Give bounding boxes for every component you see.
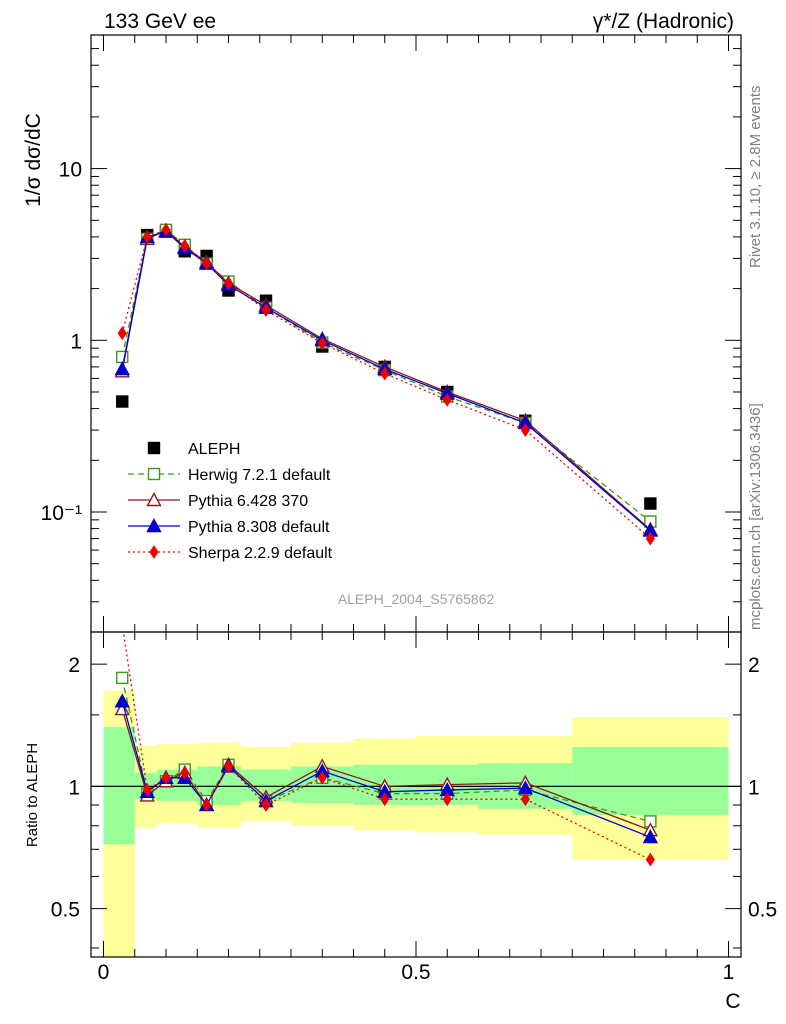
data-point [442,392,452,407]
y-tick-label: 10 [59,159,82,182]
x-axis-label: C [725,990,740,1013]
ratio-point [380,792,390,807]
data-point [645,531,655,546]
legend-entry-3: Pythia 8.308 default [128,518,330,536]
data-point [380,366,390,381]
legend-marker [147,467,161,481]
ratio-series-3 [122,632,655,867]
legend-label: ALEPH [188,441,240,458]
x-tick-label: 0 [98,961,110,984]
legend-entry-2: Pythia 6.428 370 [128,492,308,510]
data-point [520,423,530,437]
legend-label: Pythia 6.428 370 [188,493,308,510]
header-process: γ*/Z (Hadronic) [593,10,734,33]
ratio-y-tick-label-right: 0.5 [748,899,777,922]
ratio-point [114,693,130,708]
legend-entry-0: ALEPH [147,441,240,458]
data-point [116,395,129,408]
ratio-y-tick-label: 2 [68,654,80,677]
x-tick-label: 1 [723,961,735,984]
ratio-point [223,759,234,774]
main-y-axis-label: 1/σ dσ/dC [22,113,45,207]
ratio-point [317,770,327,785]
legend-marker [146,518,162,533]
ratio-y-tick-label: 1 [68,776,80,799]
ratio-y-axis-label: Ratio to ALEPH [24,743,41,847]
uncertainty-band-green [572,747,729,816]
ratio-panel: Ratio to ALEPH 2 2 1 1 0.5 0.5 0 0.5 1 C [24,631,777,1013]
ratio-point [142,783,152,797]
data-point [261,303,271,317]
ratio-point [202,798,212,812]
data-point [644,497,657,510]
series-line [121,230,651,532]
legend-entry-4: Sherpa 2.2.9 default [128,545,333,562]
y-tick-label: 10⁻¹ [41,502,82,525]
ratio-point [520,792,530,807]
series-2 [114,222,659,536]
uncertainty-band-green [103,727,135,845]
series-line [121,229,651,531]
legend-label: Sherpa 2.2.9 default [188,545,333,562]
ratio-point [645,852,655,867]
legend: ALEPH Herwig 7.2.1 default Pythia 6.428 37… [128,441,333,562]
series-4 [117,222,655,546]
data-point [161,222,171,237]
data-point [223,276,234,291]
data-point [117,326,127,341]
ratio-point [642,829,659,844]
rivet-version-label: Rivet 3.1.10, ≥ 2.8M events [747,86,764,269]
ratio-point [161,770,171,785]
y-tick-label: 1 [70,330,82,353]
main-frame [90,34,742,633]
data-point [114,361,130,376]
main-panel: 1/σ dσ/dC 10 1 10⁻¹ ALEPH_2004_S5765862 AL… [22,34,742,633]
data-point [180,238,190,253]
legend-marker [149,545,159,559]
legend-entry-1: Herwig 7.2.1 default [128,467,331,484]
data-point [142,230,152,244]
ratio-point [180,765,190,780]
legend-label: Pythia 8.308 default [188,519,330,536]
legend-label: Herwig 7.2.1 default [188,467,331,484]
legend-marker [147,441,161,455]
legend-marker [146,492,162,507]
data-point [317,336,327,351]
header-energy: 133 GeV ee [104,10,216,33]
ratio-point [116,671,129,685]
series-3 [114,223,659,537]
mcplots-label: mcplots.cern.ch [arXiv:1306.3436] [747,403,764,630]
ratio-point [442,792,452,807]
ratio-y-tick-label-right: 1 [748,776,760,799]
ratio-point [261,798,271,812]
watermark-analysis-id: ALEPH_2004_S5765862 [338,591,495,607]
ratio-y-tick-label: 0.5 [51,899,80,922]
data-point [202,256,212,271]
ratio-y-tick-label-right: 2 [748,654,760,677]
x-tick-label: 0.5 [401,961,430,984]
